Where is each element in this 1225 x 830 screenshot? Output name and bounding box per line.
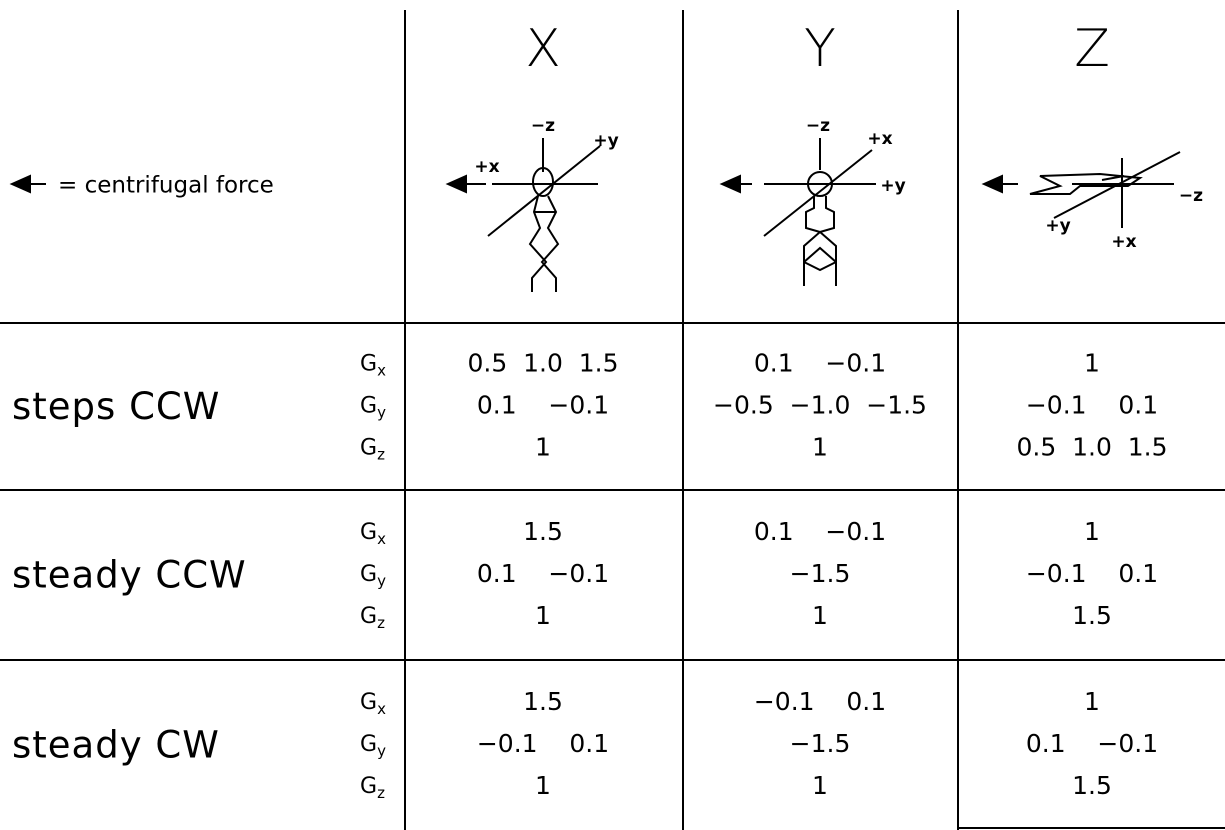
g-label: Gz bbox=[360, 436, 385, 464]
cell-value: 0.5 1.0 1.5 bbox=[1016, 433, 1167, 462]
row-label: steps CCW bbox=[12, 385, 220, 428]
g-symbol: G bbox=[360, 562, 377, 587]
g-label: Gx bbox=[360, 690, 386, 718]
g-subscript: x bbox=[377, 530, 386, 548]
g-symbol: G bbox=[360, 520, 377, 545]
cell-value: 0.1 −0.1 bbox=[477, 559, 609, 588]
axis-label: −z bbox=[806, 116, 830, 136]
g-label: Gy bbox=[360, 732, 386, 760]
axis-label: +y bbox=[593, 131, 618, 151]
cell-value: −0.5 −1.0 −1.5 bbox=[713, 391, 927, 420]
row-label: steady CW bbox=[12, 724, 220, 767]
orientation-figure-y bbox=[719, 138, 876, 286]
g-symbol: G bbox=[360, 436, 377, 461]
axis-label: +y bbox=[1045, 216, 1070, 236]
g-subscript: z bbox=[377, 614, 385, 632]
cell-value: 1 bbox=[812, 771, 828, 800]
cell-value: −0.1 0.1 bbox=[1026, 391, 1158, 420]
cell-value: 1 bbox=[1084, 687, 1100, 716]
orientation-figure-z bbox=[981, 151, 1181, 228]
axis-label: +x bbox=[1111, 232, 1136, 252]
cell-value: 0.5 1.0 1.5 bbox=[467, 349, 618, 378]
axis-label: −z bbox=[531, 116, 555, 136]
g-label: Gz bbox=[360, 774, 385, 802]
g-subscript: z bbox=[377, 784, 385, 802]
cell-value: 1 bbox=[535, 601, 551, 630]
cell-value: 1 bbox=[535, 771, 551, 800]
cell-value: −0.1 0.1 bbox=[477, 729, 609, 758]
cell-value: −1.5 bbox=[790, 729, 851, 758]
cell-value: 1.5 bbox=[1072, 771, 1112, 800]
g-subscript: y bbox=[377, 742, 386, 760]
g-symbol: G bbox=[360, 690, 377, 715]
axis-label: −z bbox=[1179, 186, 1203, 206]
g-subscript: x bbox=[377, 700, 386, 718]
g-label: Gx bbox=[360, 352, 386, 380]
cell-value: 1.5 bbox=[523, 517, 563, 546]
g-symbol: G bbox=[360, 352, 377, 377]
cell-value: 0.1 −0.1 bbox=[754, 349, 886, 378]
g-label: Gz bbox=[360, 604, 385, 632]
legend-arrow bbox=[9, 174, 46, 194]
g-symbol: G bbox=[360, 604, 377, 629]
cell-value: 1 bbox=[535, 433, 551, 462]
g-symbol: G bbox=[360, 732, 377, 757]
axis-label: +y bbox=[880, 176, 905, 196]
orientation-figure-x bbox=[445, 138, 601, 292]
cell-value: −0.1 0.1 bbox=[1026, 559, 1158, 588]
g-subscript: x bbox=[377, 361, 386, 379]
cell-value: 1 bbox=[812, 433, 828, 462]
cell-value: 0.1 −0.1 bbox=[754, 517, 886, 546]
cell-value: 1 bbox=[1084, 517, 1100, 546]
cell-value: 1 bbox=[1084, 349, 1100, 378]
cell-value: −1.5 bbox=[790, 559, 851, 588]
column-header: Z bbox=[1074, 19, 1110, 79]
cell-value: 1.5 bbox=[1072, 601, 1112, 630]
row-label: steady CCW bbox=[12, 554, 247, 597]
g-symbol: G bbox=[360, 774, 377, 799]
g-subscript: z bbox=[377, 445, 385, 463]
cell-value: 0.1 −0.1 bbox=[1026, 729, 1158, 758]
axis-label: +x bbox=[474, 157, 499, 177]
g-label: Gx bbox=[360, 520, 386, 548]
g-subscript: y bbox=[377, 403, 386, 421]
cell-value: 1.5 bbox=[523, 687, 563, 716]
cell-value: 0.1 −0.1 bbox=[477, 391, 609, 420]
cell-value: −0.1 0.1 bbox=[754, 687, 886, 716]
column-header: X bbox=[525, 19, 561, 79]
cell-value: 1 bbox=[812, 601, 828, 630]
g-label: Gy bbox=[360, 562, 386, 590]
axis-label: +x bbox=[867, 129, 892, 149]
g-symbol: G bbox=[360, 394, 377, 419]
legend-text: = centrifugal force bbox=[58, 173, 274, 199]
g-subscript: y bbox=[377, 572, 386, 590]
column-header: Y bbox=[804, 19, 836, 79]
g-label: Gy bbox=[360, 394, 386, 422]
